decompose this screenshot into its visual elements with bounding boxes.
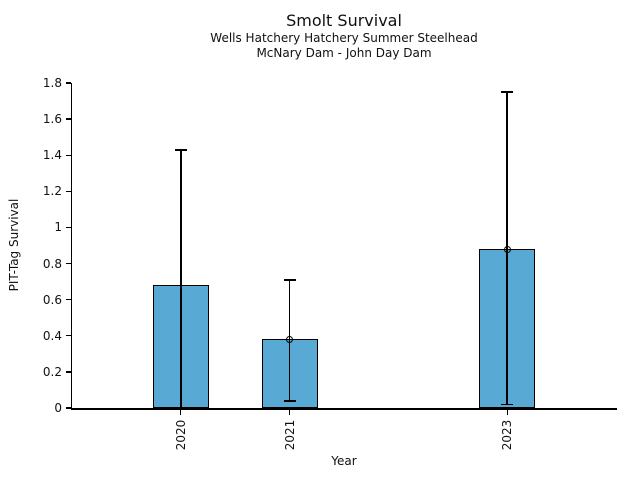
x-tick <box>288 409 291 415</box>
y-tick <box>65 118 71 120</box>
chart-subtitle-line-2: McNary Dam - John Day Dam <box>256 46 432 60</box>
y-tick <box>65 190 71 193</box>
y-tick-label: 0.4 <box>42 328 62 343</box>
error-bar-cap-upper <box>174 149 187 151</box>
point-marker-2023 <box>503 245 511 253</box>
error-bar-cap-lower <box>501 403 514 406</box>
y-tick <box>65 371 71 373</box>
chart-header: Smolt Survival Wells Hatchery Hatchery S… <box>72 11 616 61</box>
x-axis-title: Year <box>331 454 357 468</box>
x-tick-label: 2023 <box>500 419 515 450</box>
x-tick <box>506 409 508 415</box>
point-marker-2021 <box>286 335 294 343</box>
y-tick-label: 1.4 <box>42 148 62 163</box>
y-axis-spine <box>70 83 72 410</box>
y-axis-title: PIT-Tag Survival <box>7 198 21 292</box>
y-tick <box>65 82 71 84</box>
y-tick <box>65 154 71 156</box>
y-tick <box>65 262 71 265</box>
y-tick-label: 1.8 <box>42 76 62 90</box>
error-bar-2020 <box>180 149 182 408</box>
chart-subtitle-line-1: Wells Hatchery Hatchery Summer Steelhead <box>210 31 478 45</box>
x-axis-spine <box>70 408 617 410</box>
y-tick <box>65 407 71 409</box>
y-tick-label: 1 <box>54 220 62 235</box>
chart-title: Smolt Survival <box>286 11 402 30</box>
y-tick-label: 0.8 <box>42 256 62 271</box>
y-tick-label: 1.2 <box>42 184 62 199</box>
y-tick-label: 0 <box>54 401 62 415</box>
error-bar-cap-lower <box>283 399 296 402</box>
x-tick <box>180 409 182 415</box>
error-bar-cap-upper <box>283 279 296 281</box>
plot-area: 0 0.2 0.4 0.6 0.8 1 1.2 1.4 1.6 1.8 2020 2021 2023 <box>43 76 617 450</box>
x-tick-label: 2021 <box>282 419 297 450</box>
y-tick-label: 0.2 <box>42 364 62 379</box>
y-tick <box>65 226 71 229</box>
x-tick-label: 2020 <box>173 419 188 450</box>
y-tick <box>65 335 71 337</box>
y-tick <box>65 298 71 301</box>
error-bar-cap-lower <box>174 407 187 409</box>
y-tick-label: 1.6 <box>42 112 62 127</box>
error-bar-cap-upper <box>501 91 514 93</box>
y-tick-label: 0.6 <box>42 292 62 307</box>
